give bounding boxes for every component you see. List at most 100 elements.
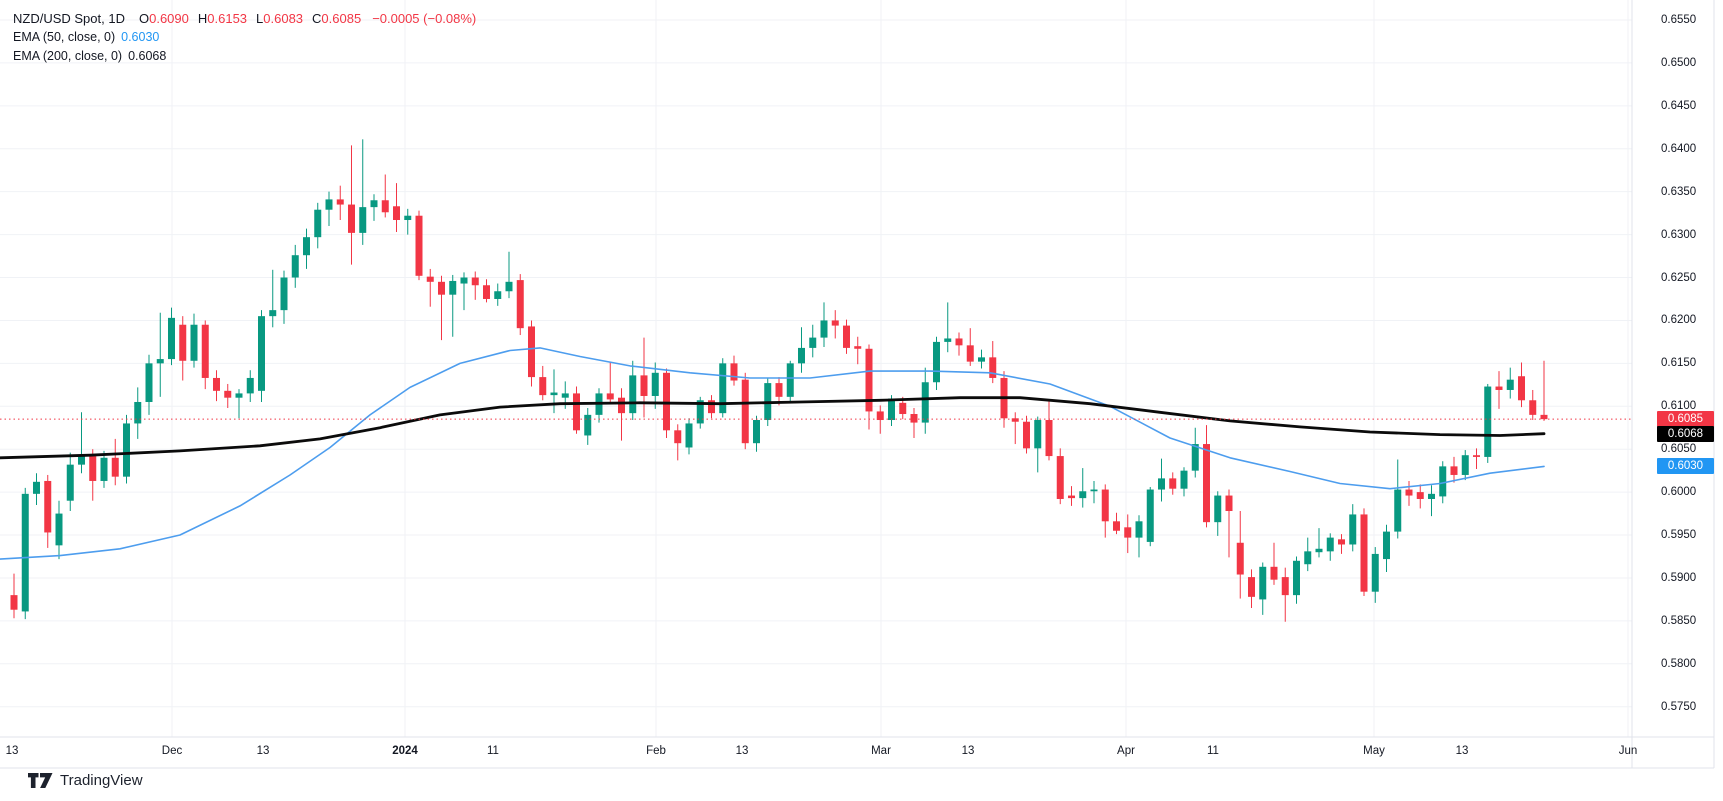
candle-body [1293, 560, 1300, 596]
candle-body [775, 383, 783, 397]
candle-body [1146, 489, 1154, 542]
candle-body [269, 310, 277, 317]
candle-body [33, 481, 40, 494]
candle-body [190, 324, 198, 361]
candle-body [123, 423, 130, 477]
candle-body [348, 204, 355, 233]
candle-body [1023, 421, 1030, 449]
candle-body [753, 420, 760, 444]
candle-body [786, 363, 794, 397]
time-tick-label: Dec [161, 745, 183, 757]
candle-body [1315, 548, 1323, 553]
candle-body [303, 237, 310, 256]
candle-body [1383, 531, 1390, 560]
time-axis[interactable]: 13 Dec 13 2024 11 Feb 13 Mar 13 Apr 11 May 13 Jun [0, 737, 1638, 768]
candle-body [944, 338, 952, 342]
price-tick-label: 0.5800 [1661, 657, 1697, 670]
candle-body [1439, 466, 1447, 497]
ema50-legend-row[interactable]: EMA (50, close, 0) 0.6030 [13, 28, 476, 47]
candle-body [539, 377, 547, 396]
candle-body [1045, 420, 1053, 457]
symbol-legend-row[interactable]: NZD/USD Spot, 1D O0.6090 H0.6153 L0.6083 C0.… [13, 9, 476, 28]
ohlc-open: O0.6090 [138, 11, 189, 26]
candle-body [1214, 495, 1222, 523]
candle-body [696, 400, 704, 424]
candle-body [235, 393, 243, 398]
candle-body [1011, 418, 1019, 422]
price-tick-label: 0.5950 [1661, 529, 1697, 542]
price-tick-label: 0.6500 [1661, 56, 1697, 69]
price-axis[interactable]: 0.6550 0.6500 0.6450 0.6400 0.6350 0.6300 0.62… [1632, 0, 1723, 770]
ohlc-close: C0.6085 [312, 11, 362, 26]
candle-body [314, 209, 322, 238]
candle-body [1225, 495, 1233, 512]
candle-body [1518, 376, 1525, 401]
candle-body [820, 320, 828, 338]
candle-body [1248, 577, 1255, 597]
candle-body [685, 423, 693, 448]
candle-body [201, 324, 209, 378]
tradingview-attribution[interactable]: TradingView [28, 772, 143, 789]
candle-body [1090, 489, 1098, 492]
candle-body [156, 359, 164, 364]
candle-body [415, 215, 423, 276]
time-tick-label: 11 [487, 745, 499, 757]
candle-body [561, 393, 569, 398]
ema200-value-badge: 0.6068 [1657, 425, 1714, 442]
candle-body [1461, 455, 1469, 475]
candle-body [325, 199, 333, 210]
time-tick-label: 13 [961, 745, 975, 757]
candle-body [1056, 456, 1064, 499]
symbol-title[interactable]: NZD/USD Spot, 1D [13, 11, 125, 26]
price-tick-label: 0.6300 [1661, 228, 1697, 241]
price-tick-label: 0.5900 [1661, 571, 1697, 584]
candle-body [843, 325, 850, 348]
candle-body [978, 357, 985, 362]
candle-body [1540, 414, 1548, 420]
ema200-label: EMA (200, close, 0) [13, 49, 123, 63]
ema200-legend-row[interactable]: EMA (200, close, 0) 0.6068 [13, 47, 476, 66]
price-tick-label: 0.6550 [1661, 14, 1697, 26]
time-tick-label: Jun [1618, 745, 1638, 757]
candle-body [213, 377, 220, 391]
candle-body [854, 346, 862, 349]
ema200-line [0, 396, 1546, 460]
candle-body [1326, 537, 1334, 552]
candle-body [10, 595, 18, 610]
candle-body [1124, 527, 1132, 538]
tradingview-attribution-text: TradingView [60, 772, 143, 789]
ema50-label: EMA (50, close, 0) [13, 30, 116, 44]
price-tick-label: 0.6000 [1661, 486, 1697, 499]
time-tick-label: 13 [256, 745, 270, 757]
candle-body [1360, 514, 1368, 592]
ema200-value: 0.6068 [128, 49, 167, 63]
ema50-line [0, 347, 1545, 560]
candle-body [831, 320, 839, 326]
price-tick-label: 0.5850 [1661, 614, 1697, 627]
price-tick-label: 0.6200 [1661, 314, 1697, 327]
candle-body [336, 199, 344, 205]
candle-body [1428, 493, 1435, 499]
price-tick-label: 0.6050 [1661, 443, 1697, 456]
time-tick-label: Mar [871, 745, 891, 757]
candle-body [674, 430, 682, 444]
candle-body [449, 280, 457, 295]
candle-body [393, 206, 400, 221]
candle-body [1529, 400, 1537, 415]
candle-body [708, 400, 715, 414]
candle-body [528, 326, 535, 378]
candle-body [66, 464, 74, 501]
time-tick-label: 13 [5, 745, 19, 757]
candle-body [359, 207, 367, 233]
candle-body [505, 281, 513, 292]
candle-body [966, 345, 974, 362]
time-tick-label: Feb [646, 745, 666, 757]
candle-body [888, 398, 895, 421]
candle-body [224, 390, 232, 398]
candle-body [460, 277, 468, 284]
candle-body [573, 393, 580, 431]
price-tick-label: 0.6350 [1661, 185, 1697, 198]
last-price-badge: 0.6085 [1657, 411, 1714, 428]
